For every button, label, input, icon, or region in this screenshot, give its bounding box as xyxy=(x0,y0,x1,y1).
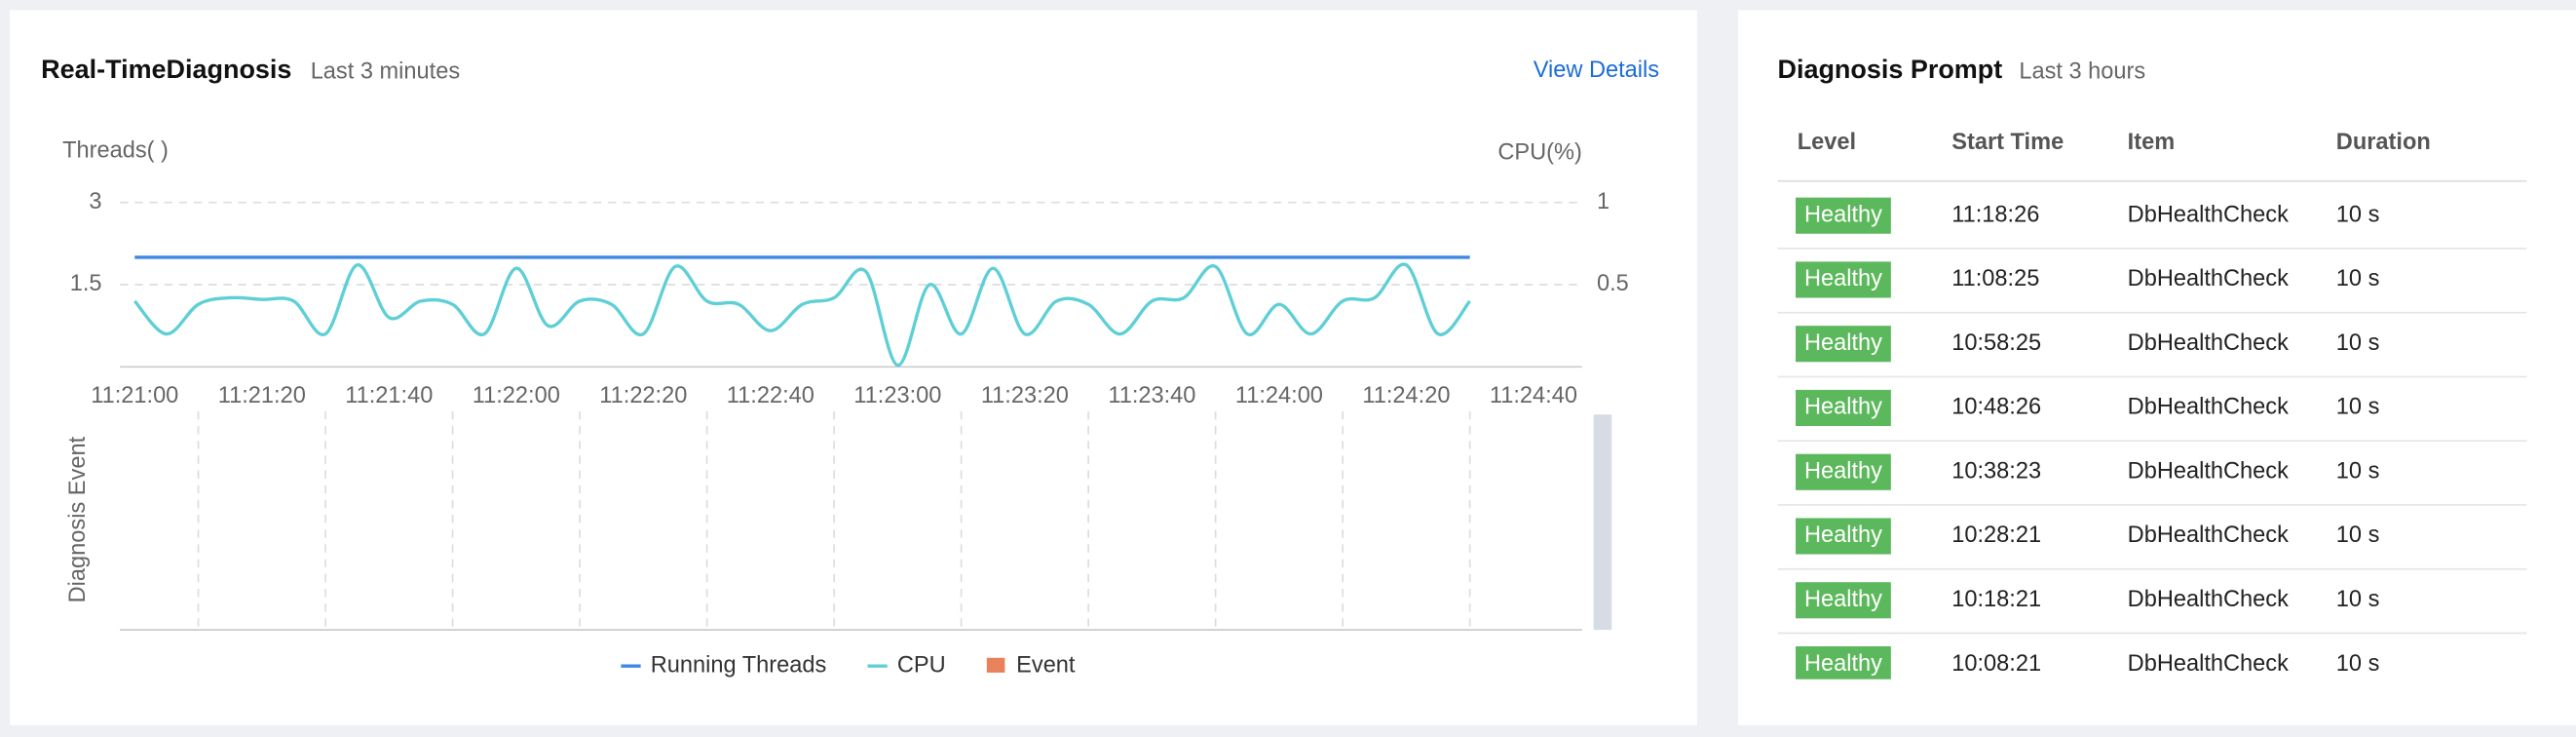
level-text: Healthy xyxy=(1804,587,1882,612)
table-cell: DbHealthCheck xyxy=(2128,458,2289,484)
level-badge xyxy=(1796,261,1891,298)
x-tick-label: 11:22:00 xyxy=(473,383,560,408)
y-tick-label: 1.5 xyxy=(70,271,102,296)
table-cell: DbHealthCheck xyxy=(2128,523,2289,548)
panel-subtitle: Last 3 minutes xyxy=(311,59,460,85)
table-cell: 11:18:26 xyxy=(1951,202,2039,227)
x-tick-label: 11:21:00 xyxy=(91,383,178,408)
level-text: Healthy xyxy=(1804,266,1882,291)
x-tick-label: 11:24:40 xyxy=(1490,383,1577,408)
column-header: Item xyxy=(2128,130,2176,155)
x-tick-label: 11:21:40 xyxy=(345,383,433,408)
legend-marker xyxy=(986,657,1005,673)
level-text: Healthy xyxy=(1804,330,1882,356)
legend-label: Event xyxy=(1016,652,1076,678)
legend-label: CPU xyxy=(897,652,946,678)
scrollbar[interactable] xyxy=(1593,414,1612,631)
table-cell: 10 s xyxy=(2336,587,2380,612)
table-cell: 10:48:26 xyxy=(1951,395,2041,420)
panel-subtitle: Last 3 hours xyxy=(2019,59,2145,85)
x-tick-label: 11:23:20 xyxy=(981,383,1069,408)
table-cell: 10:08:21 xyxy=(1951,651,2041,677)
level-badge xyxy=(1796,389,1891,427)
table-cell: 10 s xyxy=(2336,523,2380,548)
event-axis-label: Diagnosis Event xyxy=(65,436,91,602)
table-cell: 10 s xyxy=(2336,202,2380,227)
level-text: Healthy xyxy=(1804,523,1882,548)
x-tick-label: 11:22:20 xyxy=(599,383,687,408)
x-tick-label: 11:23:40 xyxy=(1108,383,1195,408)
x-tick-label: 11:21:20 xyxy=(218,383,306,408)
table-cell: 10 s xyxy=(2336,395,2380,420)
column-header: Start Time xyxy=(1951,130,2064,155)
level-text: Healthy xyxy=(1804,458,1882,484)
level-badge xyxy=(1796,518,1891,555)
table-cell: DbHealthCheck xyxy=(2128,587,2289,612)
level-badge xyxy=(1796,645,1891,679)
table-cell: 10 s xyxy=(2336,330,2380,356)
table-cell: DbHealthCheck xyxy=(2128,266,2289,291)
level-text: Healthy xyxy=(1804,395,1882,420)
series-line xyxy=(133,262,1471,368)
table-cell: 10:28:21 xyxy=(1951,523,2041,548)
level-text: Healthy xyxy=(1804,651,1882,677)
table-cell: DbHealthCheck xyxy=(2128,395,2289,420)
table-cell: DbHealthCheck xyxy=(2128,330,2289,356)
table-cell: 11:08:25 xyxy=(1951,266,2039,291)
y2-tick-label: 1 xyxy=(1597,189,1610,214)
level-badge xyxy=(1796,582,1891,619)
column-header: Duration xyxy=(2336,130,2431,155)
table-cell: DbHealthCheck xyxy=(2128,202,2289,227)
table-cell: 10 s xyxy=(2336,458,2380,484)
x-tick-label: 11:24:00 xyxy=(1235,383,1323,408)
view-details-link[interactable]: View Details xyxy=(1534,58,1659,83)
level-badge xyxy=(1796,453,1891,490)
table-cell: 10 s xyxy=(2336,651,2380,677)
table-cell: 10 s xyxy=(2336,266,2380,291)
legend-label: Running Threads xyxy=(651,652,827,678)
level-text: Healthy xyxy=(1804,202,1882,227)
table: Healthy 11:18:26 DbHealthCheck 10 s Healthy 1… xyxy=(1777,197,2527,679)
x-tick-label: 11:23:00 xyxy=(853,383,941,408)
panel-title: Real-TimeDiagnosis xyxy=(41,55,291,84)
x-tick-label: 11:24:20 xyxy=(1362,383,1450,408)
level-badge xyxy=(1796,197,1891,234)
table-cell: 10:18:21 xyxy=(1951,587,2041,612)
y-axis-label: Threads( ) xyxy=(62,138,169,164)
column-header: Level xyxy=(1798,130,1856,155)
y-tick-label: 3 xyxy=(89,189,101,214)
table-cell: 10:38:23 xyxy=(1951,458,2041,484)
x-tick-label: 11:22:40 xyxy=(727,383,814,408)
table-cell: 10:58:25 xyxy=(1951,330,2041,356)
table-cell: DbHealthCheck xyxy=(2128,651,2289,677)
y2-tick-label: 0.5 xyxy=(1597,271,1629,296)
level-badge xyxy=(1796,326,1891,363)
y2-axis-label: CPU(%) xyxy=(1497,139,1582,165)
panel-title: Diagnosis Prompt xyxy=(1777,55,2002,84)
